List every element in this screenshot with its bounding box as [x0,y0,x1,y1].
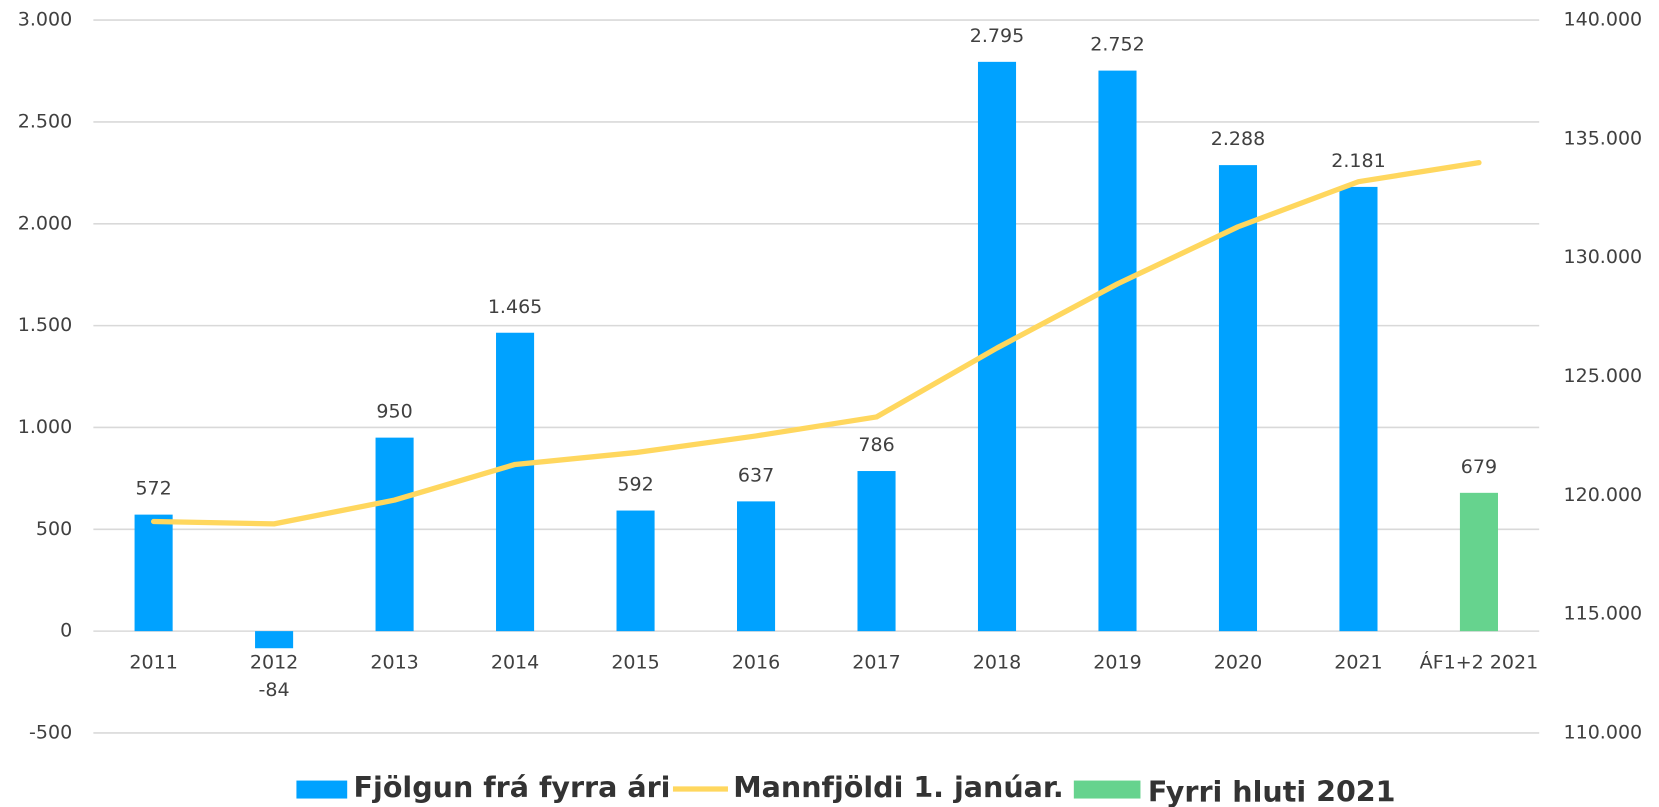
x-tick-label: 2021 [1334,652,1382,674]
x-tick-label: ÁF1+2 2021 [1420,651,1539,674]
y2-tick-label: 130.000 [1564,246,1643,268]
y-tick-label: -500 [29,721,72,743]
data-label: 592 [617,474,653,496]
legend-label: Mannfjöldi 1. janúar. [733,770,1064,804]
data-label: 2.288 [1211,128,1265,150]
bar [857,471,896,632]
x-tick-label: 2014 [491,652,539,674]
bar [134,514,173,632]
bar [375,437,414,632]
y-tick-label: 0 [60,620,72,642]
data-label: 679 [1461,456,1497,478]
y-tick-label: 2.500 [18,110,72,132]
y2-tick-label: 140.000 [1564,9,1643,31]
bar [1339,186,1378,632]
data-label: 786 [858,434,894,456]
bar [736,501,776,632]
x-tick-label: 2017 [852,652,900,674]
x-tick-label: 2020 [1214,652,1262,674]
data-label: 950 [376,401,412,423]
y-tick-label: 2.000 [18,212,72,234]
x-tick-label: 2013 [370,652,418,674]
y-tick-label: 500 [36,518,72,540]
x-tick-label: 2018 [973,652,1021,674]
x-tick-label: 2019 [1093,652,1141,674]
bar [1098,70,1137,632]
y-tick-label: 1.500 [18,314,72,336]
bar [1459,492,1498,632]
y2-tick-label: 120.000 [1564,484,1643,506]
legend-label: Fyrri hluti 2021 [1148,774,1396,807]
x-tick-label: 2012 [250,652,298,674]
x-tick-label: 2016 [732,652,780,674]
x-tick-label: 2015 [611,652,659,674]
bar [1218,165,1258,632]
legend-label: Fjölgun frá fyrra ári [354,770,671,804]
data-label: 1.465 [488,296,542,318]
y2-tick-label: 135.000 [1564,127,1643,149]
legend-swatch [296,780,348,799]
data-label: 2.795 [970,25,1024,47]
data-label: 2.752 [1090,34,1144,56]
x-tick-label: 2011 [129,652,177,674]
line [150,160,1482,527]
y-tick-label: 3.000 [18,9,72,31]
y-tick-label: 1.000 [18,416,72,438]
data-label: 572 [135,478,171,500]
data-label: 637 [738,464,774,486]
y2-tick-label: 110.000 [1564,721,1643,743]
bar [255,631,294,649]
data-label: -84 [259,679,290,701]
bar [616,510,655,632]
legend-swatch [1073,780,1141,799]
y2-tick-label: 115.000 [1564,603,1643,625]
bar [496,332,535,632]
data-label: 2.181 [1331,150,1385,172]
y2-tick-label: 125.000 [1564,365,1643,387]
